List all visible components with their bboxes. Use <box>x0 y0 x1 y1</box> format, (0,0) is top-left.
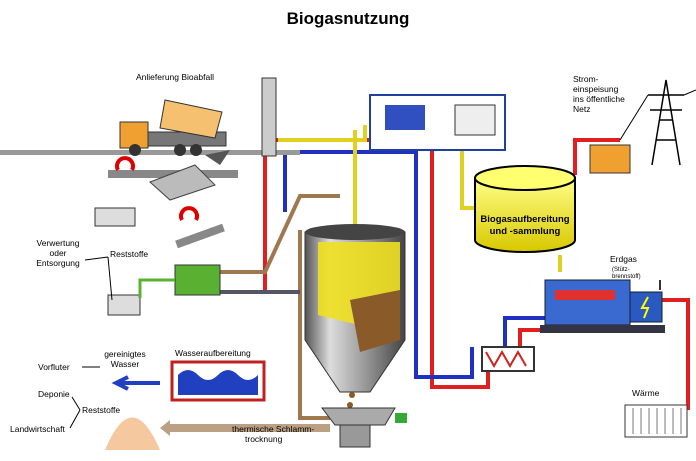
label-line: Strom- <box>573 74 599 84</box>
residues-label: Reststoffe <box>82 405 120 415</box>
label-line: Wasser <box>111 359 140 369</box>
magnet <box>117 158 133 170</box>
label-line: Verwertung <box>37 238 80 248</box>
drop <box>347 402 353 408</box>
residue-pile <box>105 418 160 451</box>
magnet <box>181 208 197 220</box>
residues-label: Reststoffe <box>110 249 148 259</box>
power-pylon <box>648 80 684 165</box>
conveyor <box>175 224 225 249</box>
water-treatment-label: Wasseraufbereitung <box>175 348 251 358</box>
page: Biogasnutzung Anlieferung Bioabfall Verw… <box>0 0 696 461</box>
diagram: Biogasnutzung Anlieferung Bioabfall Verw… <box>0 0 696 461</box>
cylinders <box>555 290 615 300</box>
ground <box>0 150 300 155</box>
heat-label: Wärme <box>632 388 660 398</box>
engine-base <box>540 325 665 333</box>
agriculture-label: Landwirtschaft <box>10 424 65 434</box>
wheel <box>129 144 141 156</box>
switch-cabinet <box>455 105 495 135</box>
label-line: und -sammlung <box>490 226 561 237</box>
label-line: brennstoff) <box>612 274 641 280</box>
landfill-label: Deponie <box>38 389 70 399</box>
gas-treatment-unit <box>385 105 425 130</box>
support-fuel-label: (Stütz-brennstoff) <box>612 267 641 280</box>
gas-storage-top <box>475 166 575 190</box>
arrow <box>85 257 112 300</box>
water-arrow <box>116 377 160 389</box>
label-line: Biogasaufbereitung <box>480 214 569 225</box>
natural-gas-label: Erdgas <box>610 254 637 264</box>
label-line: Netz <box>573 104 590 114</box>
label-line: thermische Schlamm- <box>232 424 314 434</box>
dryer-base <box>340 425 370 447</box>
sludge-drying-label: thermische Schlamm-trocknung <box>232 424 314 444</box>
bin <box>108 295 140 315</box>
label-line: trocknung <box>245 434 283 444</box>
residue-pipe <box>140 280 175 298</box>
arrow <box>70 397 80 428</box>
transformer <box>590 145 630 173</box>
drop <box>349 392 355 398</box>
label-line: ins öffentliche <box>573 94 625 104</box>
dryer <box>322 408 395 425</box>
heat-pipe <box>660 300 688 410</box>
pulper <box>175 265 220 295</box>
label-line: gereinigtes <box>104 349 146 359</box>
chp-engine <box>545 280 630 325</box>
wheel <box>174 144 186 156</box>
dryer-motor <box>395 413 407 423</box>
label-line: einspeisung <box>573 84 619 94</box>
gas-dispenser <box>262 78 276 156</box>
delivery-label: Anlieferung Bioabfall <box>136 72 214 82</box>
wheel <box>190 144 202 156</box>
title: Biogasnutzung <box>287 9 410 28</box>
gas-pipe <box>278 125 365 140</box>
label-line: Entsorgung <box>36 258 80 268</box>
digester-top <box>305 224 405 240</box>
label-line: oder <box>49 248 66 258</box>
radiator <box>625 405 687 437</box>
bin <box>95 208 135 226</box>
receiving-water-label: Vorfluter <box>38 362 70 372</box>
label-line: (Stütz- <box>612 267 630 273</box>
